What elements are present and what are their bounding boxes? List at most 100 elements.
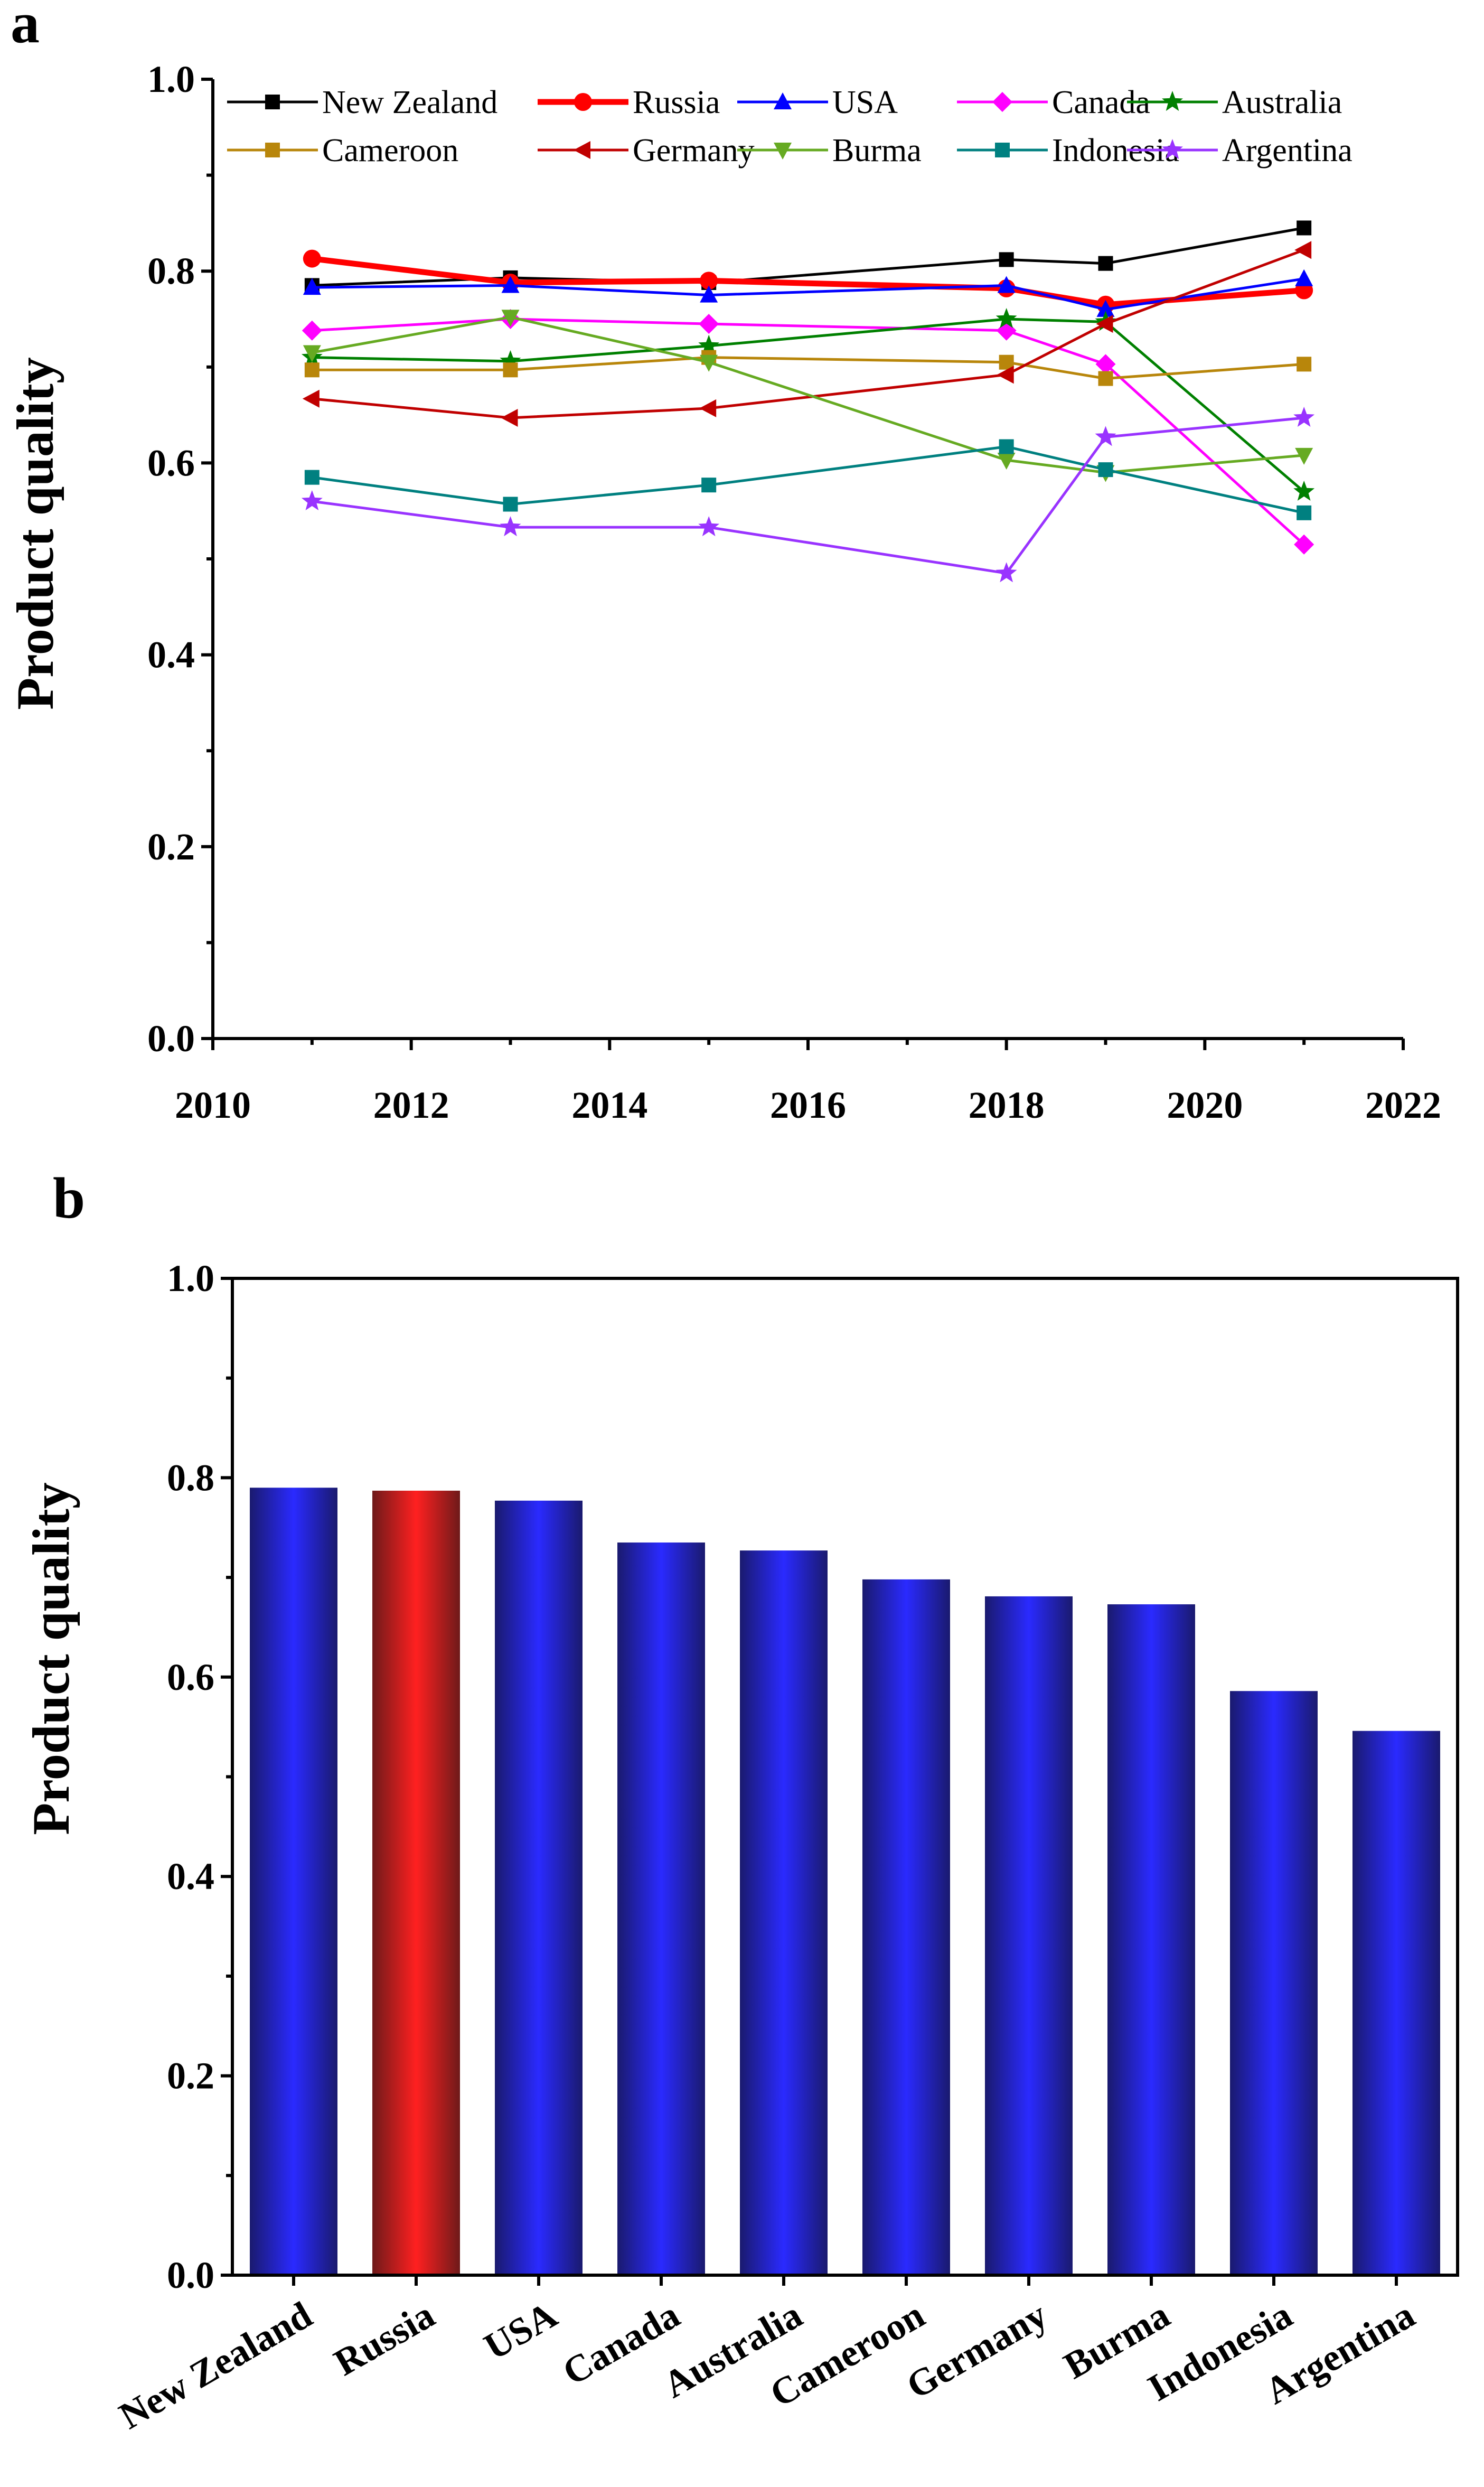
x-tick-label-a: 2018	[969, 1084, 1045, 1126]
line-usa	[312, 277, 1304, 311]
line-australia	[312, 317, 1305, 493]
bar-argentina	[1352, 1731, 1440, 2275]
point-argentina	[1095, 426, 1116, 446]
point-indonesia	[701, 478, 717, 493]
legend-marker-usa	[774, 92, 792, 109]
legend-label-russia: Russia	[633, 85, 720, 120]
line-canada	[312, 317, 1305, 546]
bar-indonesia	[1230, 1691, 1318, 2275]
point-australia	[500, 350, 521, 370]
point-australia	[995, 308, 1017, 328]
line-indonesia	[312, 445, 1304, 515]
point-new-zealand	[1297, 220, 1312, 236]
point-burma	[1295, 447, 1313, 465]
point-usa	[1295, 269, 1313, 286]
legend-item-australia: Australia	[1127, 85, 1342, 120]
panel-label-a: a	[11, 0, 40, 55]
point-germany	[302, 389, 320, 408]
x-tick-label-a: 2012	[373, 1084, 449, 1126]
series-cameroon	[304, 350, 1312, 386]
legend-item-russia: Russia	[538, 85, 720, 120]
panel-label-b: b	[53, 1166, 85, 1230]
legend-a: New Zealand Russia USA Canada Australia Camer…	[227, 85, 1352, 169]
y-tick-label-a: 0.4	[147, 634, 195, 676]
legend-label-cameroon: Cameroon	[322, 133, 458, 169]
bar-germany	[985, 1596, 1073, 2275]
x-tick-label-a: 2014	[571, 1084, 647, 1126]
legend-label-argentina: Argentina	[1222, 133, 1352, 169]
point-russia	[700, 272, 718, 290]
y-tick-label-a: 1.0	[147, 58, 195, 100]
series-argentina	[301, 407, 1315, 583]
point-indonesia	[304, 470, 320, 485]
x-tick-label-a: 2016	[770, 1084, 846, 1126]
series-indonesia	[304, 439, 1312, 520]
y-tick-label-b: 0.6	[167, 1656, 214, 1698]
bar-australia	[740, 1550, 828, 2275]
bar-russia	[372, 1490, 460, 2275]
x-tick-label-a: 2020	[1167, 1084, 1243, 1126]
bar-usa	[495, 1500, 583, 2275]
point-argentina	[500, 516, 521, 537]
point-usa	[303, 278, 321, 295]
point-russia	[303, 249, 321, 268]
point-indonesia	[1098, 462, 1113, 478]
point-canada	[302, 320, 322, 341]
bar-chart-panel: b Product quality 0.0 0.2 0.4 0.6 0.8 1.0 New …	[22, 1166, 1459, 2437]
point-cameroon	[503, 362, 518, 378]
legend-label-australia: Australia	[1222, 85, 1342, 120]
legend-item-burma: Burma	[737, 133, 922, 169]
point-indonesia	[503, 497, 518, 512]
point-cameroon	[304, 362, 320, 378]
legend-item-cameroon: Cameroon	[227, 133, 458, 169]
point-burma	[303, 345, 321, 362]
point-burma	[997, 452, 1016, 470]
line-burma	[312, 315, 1304, 474]
legend-marker-canada	[992, 92, 1012, 112]
category-label-usa: USA	[477, 2294, 564, 2368]
bar-new-zealand	[250, 1488, 337, 2275]
point-canada	[699, 314, 719, 334]
point-germany	[1096, 315, 1113, 333]
point-indonesia	[1297, 505, 1312, 520]
point-canada	[1095, 354, 1116, 375]
legend-item-usa: USA	[737, 85, 898, 120]
point-germany	[699, 399, 717, 417]
y-tick-label-b: 0.2	[167, 2055, 214, 2097]
line-russia	[312, 256, 1304, 308]
bar-burma	[1107, 1604, 1195, 2275]
point-cameroon	[1297, 357, 1312, 372]
legend-item-germany: Germany	[538, 133, 755, 169]
legend-marker-indonesia	[995, 143, 1010, 157]
category-label-new-zealand: New Zealand	[112, 2294, 319, 2437]
point-argentina	[698, 516, 720, 537]
legend-label-usa: USA	[832, 85, 898, 120]
point-new-zealand	[999, 252, 1014, 267]
line-germany	[312, 248, 1305, 419]
y-tick-label-b: 0.4	[167, 1855, 214, 1897]
point-new-zealand	[1098, 256, 1113, 271]
y-tick-label-a: 0.0	[147, 1017, 195, 1060]
legend-label-burma: Burma	[832, 133, 922, 169]
series-usa	[303, 269, 1313, 317]
point-canada	[1294, 534, 1314, 555]
category-label-russia: Russia	[327, 2294, 442, 2384]
x-tick-label-a: 2010	[175, 1084, 251, 1126]
point-burma	[501, 310, 520, 327]
series-group-a	[301, 220, 1315, 583]
category-label-germany: Germany	[899, 2294, 1054, 2407]
y-tick-label-b: 1.0	[167, 1257, 214, 1299]
legend-item-canada: Canada	[957, 85, 1150, 120]
point-usa	[997, 276, 1016, 293]
legend-label-germany: Germany	[633, 133, 755, 169]
legend-marker-burma	[774, 143, 792, 160]
point-usa	[700, 285, 718, 303]
axes-a: 0.0 0.2 0.4 0.6 0.8 1.0 2010 2012 2014 2016 2018 20…	[147, 58, 1441, 1126]
y-axis-title-b: Product quality	[22, 1482, 80, 1835]
point-indonesia	[999, 439, 1014, 454]
legend-label-new-zealand: New Zealand	[322, 85, 497, 120]
y-axis-title-a: Product quality	[6, 357, 64, 710]
legend-marker-australia	[1162, 91, 1183, 111]
point-germany	[997, 366, 1014, 384]
